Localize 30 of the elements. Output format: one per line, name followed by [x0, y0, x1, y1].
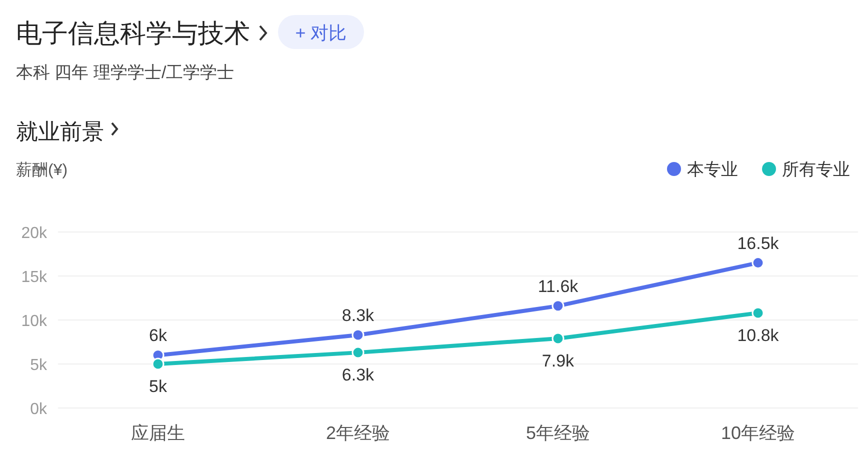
text: 就业前景: [16, 119, 104, 144]
x-tick-label: 10年经验: [720, 423, 796, 443]
point: [552, 332, 564, 345]
data-label: 6.3k: [342, 366, 375, 385]
data-label: 8.3k: [342, 306, 375, 325]
data-label: 11.6k: [538, 276, 579, 296]
y-tick-label: 20k: [21, 225, 48, 242]
x-tick-label: 应届生: [131, 423, 185, 443]
data-label: 10.8k: [737, 326, 780, 345]
legend-label: 本专业: [687, 160, 738, 179]
y-axis-title: 薪酬(¥): [16, 161, 68, 179]
x-tick-label: 5年经验: [526, 423, 590, 443]
point: [552, 300, 564, 312]
y-tick-label: 0k: [30, 401, 48, 418]
legend-label: 所有专业: [782, 160, 850, 179]
data-label: 5k: [149, 377, 168, 396]
data-label: 16.5k: [737, 234, 780, 253]
data-label: 7.9k: [542, 351, 575, 370]
data-label: 6k: [149, 326, 168, 346]
y-tick-label: 15k: [21, 269, 48, 286]
chart-title: 电子信息科学与技术: [16, 18, 250, 48]
point: [152, 358, 164, 370]
chart-subtitle: 本科 四年 理学学士/工学学士: [16, 63, 234, 82]
point: [352, 346, 364, 359]
point: [352, 328, 364, 342]
y-tick-label: 5k: [30, 357, 48, 374]
y-tick-label: 10k: [21, 313, 48, 330]
text: + 对比: [295, 23, 347, 43]
x-tick-label: 2年经验: [326, 423, 390, 443]
point: [752, 306, 764, 320]
